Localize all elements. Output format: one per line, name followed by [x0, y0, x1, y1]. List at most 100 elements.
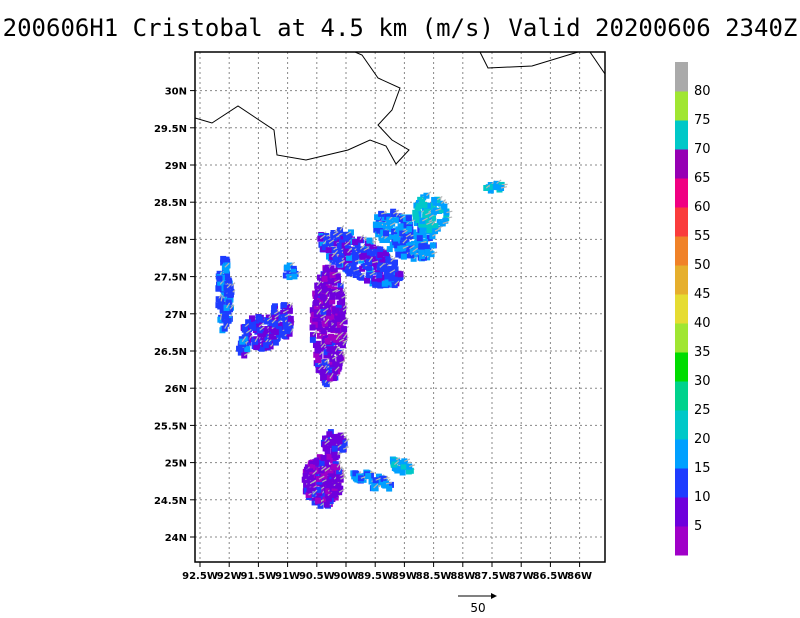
- wind-speed-cell: [237, 349, 244, 356]
- wind-speed-cell: [323, 266, 330, 273]
- wind-speed-cell: [351, 473, 358, 480]
- wind-speed-cell: [334, 327, 341, 334]
- wind-speed-cell: [313, 299, 320, 306]
- wind-speed-cell: [336, 438, 343, 445]
- lon-tick-label: 92W: [217, 571, 242, 582]
- colorbar-label: 45: [694, 287, 711, 302]
- wind-barb: [345, 231, 352, 236]
- wind-barb: [440, 199, 447, 205]
- wind-speed-cell: [369, 250, 376, 257]
- wind-barb: [422, 217, 428, 222]
- wind-barb: [409, 464, 416, 468]
- wind-speed-cell: [226, 278, 233, 285]
- wind-speed-cell: [326, 431, 333, 438]
- wind-speed-cell: [365, 473, 372, 480]
- wind-speed-cell: [407, 241, 414, 248]
- wind-speed-cell: [412, 211, 419, 218]
- wind-speed-cell: [309, 336, 316, 343]
- wind-barb: [332, 288, 339, 293]
- colorbar-swatch: [675, 149, 688, 179]
- colorbar-swatch: [675, 294, 688, 324]
- wind-barb: [394, 460, 400, 466]
- wind-speed-cell: [401, 463, 408, 470]
- wind-barb: [218, 293, 222, 300]
- wind-barb: [359, 244, 365, 250]
- wind-speed-cell: [333, 307, 340, 314]
- wind-barb: [258, 322, 265, 328]
- colorbar-label: 70: [694, 142, 711, 157]
- wind-speed-cell: [328, 442, 335, 449]
- reference-vector-label: 50: [470, 601, 485, 615]
- wind-speed-cell: [416, 235, 423, 242]
- wind-speed-cell: [236, 345, 243, 352]
- colorbar-label: 25: [694, 403, 711, 418]
- wind-speed-cell: [320, 294, 327, 301]
- wind-barb: [392, 210, 399, 215]
- wind-speed-cell: [321, 285, 328, 292]
- wind-speed-cell: [308, 460, 315, 467]
- wind-speed-cell: [272, 329, 279, 336]
- wind-barb: [332, 355, 338, 360]
- wind-barb: [335, 334, 341, 341]
- wind-speed-cell: [382, 250, 389, 257]
- wind-barb: [496, 179, 502, 185]
- wind-speed-cell: [373, 248, 380, 255]
- wind-speed-cell: [343, 235, 350, 242]
- colorbar-swatch: [675, 120, 688, 150]
- colorbar-label: 40: [694, 316, 711, 331]
- lon-tick-label: 87W: [509, 571, 534, 582]
- colorbar-swatch: [675, 352, 688, 382]
- wind-speed-cell: [392, 259, 399, 266]
- wind-speed-cell: [414, 206, 421, 213]
- wind-speed-cell: [331, 445, 338, 452]
- wind-speed-cell: [379, 256, 386, 263]
- wind-speed-cell: [248, 322, 255, 329]
- wind-speed-cell: [388, 265, 395, 272]
- lat-tick-label: 28N: [165, 235, 187, 246]
- wind-speed-cell: [322, 445, 329, 452]
- wind-speed-cell: [492, 183, 499, 190]
- wind-barb: [320, 314, 327, 319]
- colorbar-swatch: [675, 178, 688, 208]
- wind-speed-cell: [290, 268, 297, 275]
- wind-speed-cell: [324, 309, 331, 316]
- wind-speed-cell: [376, 281, 383, 288]
- wind-barb: [431, 251, 438, 255]
- wind-speed-cell: [394, 276, 401, 283]
- wind-barb: [425, 211, 432, 216]
- lon-tick-label: 91.5W: [241, 571, 277, 582]
- wind-barb: [389, 222, 396, 227]
- wind-barb: [385, 482, 393, 485]
- wind-barb: [390, 257, 396, 262]
- wind-speed-cell: [325, 495, 332, 502]
- wind-barb: [336, 443, 343, 449]
- wind-speed-cell: [352, 470, 359, 477]
- wind-speed-cell: [387, 481, 394, 488]
- wind-barb: [324, 358, 330, 363]
- wind-speed-cell: [313, 351, 320, 358]
- wind-barb: [338, 466, 343, 472]
- wind-barb: [282, 309, 289, 314]
- wind-barb: [436, 195, 443, 201]
- wind-barb: [412, 247, 418, 253]
- wind-speed-cell: [282, 323, 289, 330]
- wind-barb: [321, 466, 327, 471]
- plot-area: [195, 52, 605, 562]
- wind-speed-cell: [407, 467, 414, 474]
- wind-speed-cell: [326, 250, 333, 257]
- wind-barb: [339, 225, 345, 231]
- wind-speed-cell: [384, 257, 391, 264]
- wind-speed-cell: [335, 482, 342, 489]
- wind-speed-cell: [415, 217, 422, 224]
- wind-speed-cell: [376, 479, 383, 486]
- wind-barb: [431, 220, 437, 226]
- colorbar-label: 10: [694, 490, 711, 505]
- wind-barb: [368, 256, 373, 263]
- wind-speed-cell: [419, 198, 426, 205]
- wind-speed-cell: [424, 244, 431, 251]
- wind-barb: [319, 234, 326, 240]
- wind-barb: [332, 271, 339, 276]
- wind-speed-cell: [375, 218, 382, 225]
- wind-speed-cell: [329, 470, 336, 477]
- wind-speed-cell: [403, 239, 410, 246]
